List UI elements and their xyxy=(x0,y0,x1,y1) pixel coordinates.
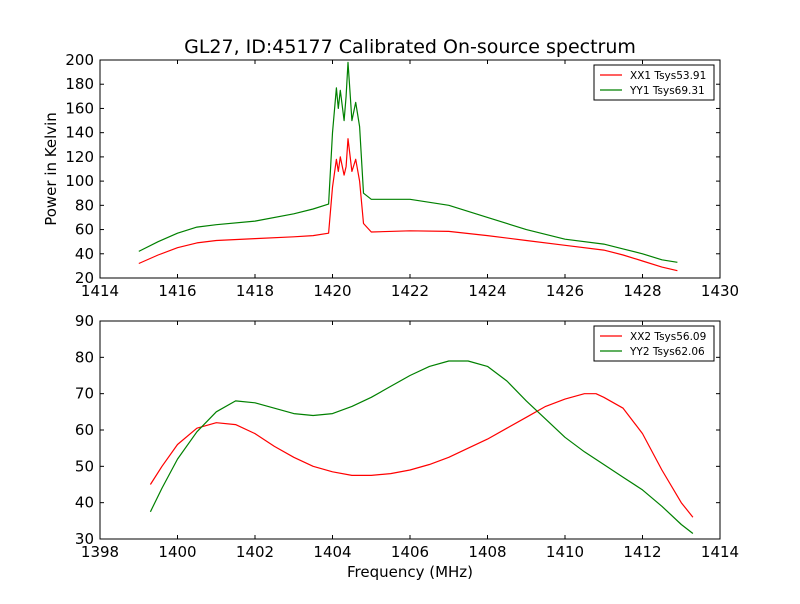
x-tick-label: 1428 xyxy=(623,282,661,300)
y-tick-label: 40 xyxy=(75,245,94,263)
y-tick-label: 160 xyxy=(65,99,94,117)
y-tick-label: 80 xyxy=(75,348,94,366)
series-line-1-2 xyxy=(138,61,678,263)
y-tick-label: 20 xyxy=(75,269,94,287)
x-tick-label: 1412 xyxy=(623,543,661,561)
x-tick-label: 1404 xyxy=(313,543,351,561)
x-axis-title: Frequency (MHz) xyxy=(347,563,473,581)
y-tick-label: 200 xyxy=(65,51,94,69)
legend-label: YY2 Tsys62.06 xyxy=(629,346,705,358)
x-tick-label: 1408 xyxy=(468,543,506,561)
x-tick-label: 1426 xyxy=(546,282,584,300)
y-tick-label: 90 xyxy=(75,312,94,330)
x-tick-label: 1424 xyxy=(468,282,506,300)
y-tick-label: 40 xyxy=(75,494,94,512)
y-tick-label: 100 xyxy=(65,172,94,190)
x-tick-label: 1410 xyxy=(546,543,584,561)
y-tick-label: 80 xyxy=(75,196,94,214)
x-tick-label: 1420 xyxy=(313,282,351,300)
legend-label: XX1 Tsys53.91 xyxy=(630,70,706,82)
y-tick-label: 180 xyxy=(65,75,94,93)
series-line-1-1 xyxy=(138,138,678,272)
legend: XX1 Tsys53.91 YY1 Tsys69.31 xyxy=(593,64,715,101)
x-tick-label: 1418 xyxy=(236,282,274,300)
x-tick-label: 1402 xyxy=(236,543,274,561)
legend-box xyxy=(593,325,715,362)
legend-label: YY1 Tsys69.31 xyxy=(629,85,705,97)
series-line-2-1 xyxy=(149,393,694,518)
x-tick-label: 1422 xyxy=(391,282,429,300)
chart-panel-2: 1398 1400 1402 1404 1406 1408 1410 1412 1414 30 40… xyxy=(75,312,739,581)
y-tick-label: 60 xyxy=(75,421,94,439)
x-tick-label: 1406 xyxy=(391,543,429,561)
y-tick-label: 30 xyxy=(75,530,94,548)
y-tick-label: 60 xyxy=(75,221,94,239)
y-tick-label: 120 xyxy=(65,148,94,166)
series-line-2-2 xyxy=(149,360,694,534)
x-tick-label: 1398 xyxy=(81,543,119,561)
y-tick-label: 70 xyxy=(75,385,94,403)
legend: XX2 Tsys56.09 YY2 Tsys62.06 xyxy=(593,325,715,362)
x-tick-label: 1414 xyxy=(81,282,119,300)
x-tick-label: 1414 xyxy=(701,543,739,561)
legend-box xyxy=(593,64,715,101)
chart-title: GL27, ID:45177 Calibrated On-source spec… xyxy=(184,36,636,58)
legend-label: XX2 Tsys56.09 xyxy=(630,331,706,343)
x-tick-label: 1400 xyxy=(158,543,196,561)
x-tick-label: 1430 xyxy=(701,282,739,300)
x-tick-label: 1416 xyxy=(158,282,196,300)
y-tick-label: 140 xyxy=(65,124,94,142)
y-tick-label: 50 xyxy=(75,457,94,475)
y-axis-title: Power in Kelvin xyxy=(42,112,60,226)
chart-panel-1: 1414 1416 1418 1420 1422 1424 1426 1428 1430 20 40… xyxy=(42,51,739,300)
